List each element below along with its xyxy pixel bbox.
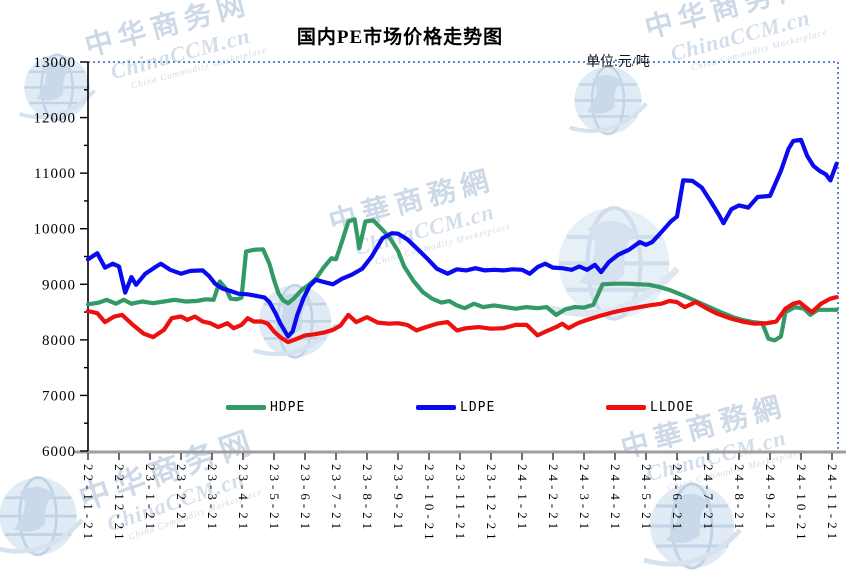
x-tick-label: 24-5-21 <box>639 464 654 533</box>
x-tick-label: 24-6-21 <box>670 464 685 533</box>
x-tick-label: 23-11-21 <box>453 464 468 543</box>
series-line-hdpe <box>85 217 839 343</box>
y-tick-label: 9000 <box>42 277 76 293</box>
x-tick-label: 22-12-21 <box>112 464 127 544</box>
x-tick-label: 23-3-21 <box>205 464 220 533</box>
x-tick-label: 24-1-21 <box>515 464 530 533</box>
x-tick-label: 24-8-21 <box>732 464 747 533</box>
y-tick-label: 8000 <box>42 333 76 349</box>
y-tick-label: 12000 <box>34 111 77 127</box>
y-tick-label: 13000 <box>34 55 77 71</box>
legend-item-hdpe: HDPE <box>226 399 306 415</box>
series-line-ldpe <box>85 137 839 339</box>
y-tick-label: 11000 <box>34 166 76 182</box>
series-line-lldoe <box>85 295 839 345</box>
unit-label: 单位:元/吨 <box>586 55 650 70</box>
ldpe-line-swatch <box>416 404 456 410</box>
legend-item-lldoe: LLDOE <box>606 399 695 415</box>
hdpe-line-swatch <box>226 404 266 410</box>
legend-label-ldpe: LDPE <box>460 399 496 415</box>
lldoe-line-swatch <box>606 404 646 410</box>
x-tick-label: 22-11-21 <box>81 464 96 543</box>
y-tick-label: 6000 <box>42 444 76 460</box>
legend-item-ldpe: LDPE <box>416 399 496 415</box>
x-tick-label: 23-8-21 <box>360 464 375 533</box>
x-tick-label: 23-4-21 <box>236 464 251 533</box>
x-tick-label: 23-2-21 <box>174 464 189 533</box>
y-tick-label: 7000 <box>42 388 76 404</box>
x-tick-label: 24-2-21 <box>546 464 561 533</box>
legend-label-hdpe: HDPE <box>270 399 306 415</box>
x-tick-label: 23-6-21 <box>298 464 313 533</box>
globe-watermark-icon <box>549 205 680 321</box>
x-tick-label: 23-1-21 <box>143 464 158 533</box>
legend-label-lldoe: LLDOE <box>650 399 695 415</box>
x-tick-label: 24-9-21 <box>763 464 778 533</box>
x-tick-label: 23-10-21 <box>422 464 437 544</box>
x-tick-label: 24-7-21 <box>701 464 716 533</box>
x-tick-label: 23-9-21 <box>391 464 406 533</box>
x-tick-label: 24-10-21 <box>794 464 809 544</box>
x-tick-label: 23-5-21 <box>267 464 282 533</box>
chart-title: 国内PE市场价格走势图 <box>296 27 504 48</box>
x-tick-label: 24-11-21 <box>825 464 840 543</box>
x-tick-label: 23-12-21 <box>484 464 499 544</box>
x-tick-label: 24-3-21 <box>577 464 592 533</box>
y-tick-label: 10000 <box>34 222 77 238</box>
x-tick-label: 23-7-21 <box>329 464 344 533</box>
x-tick-label: 24-4-21 <box>608 464 623 533</box>
